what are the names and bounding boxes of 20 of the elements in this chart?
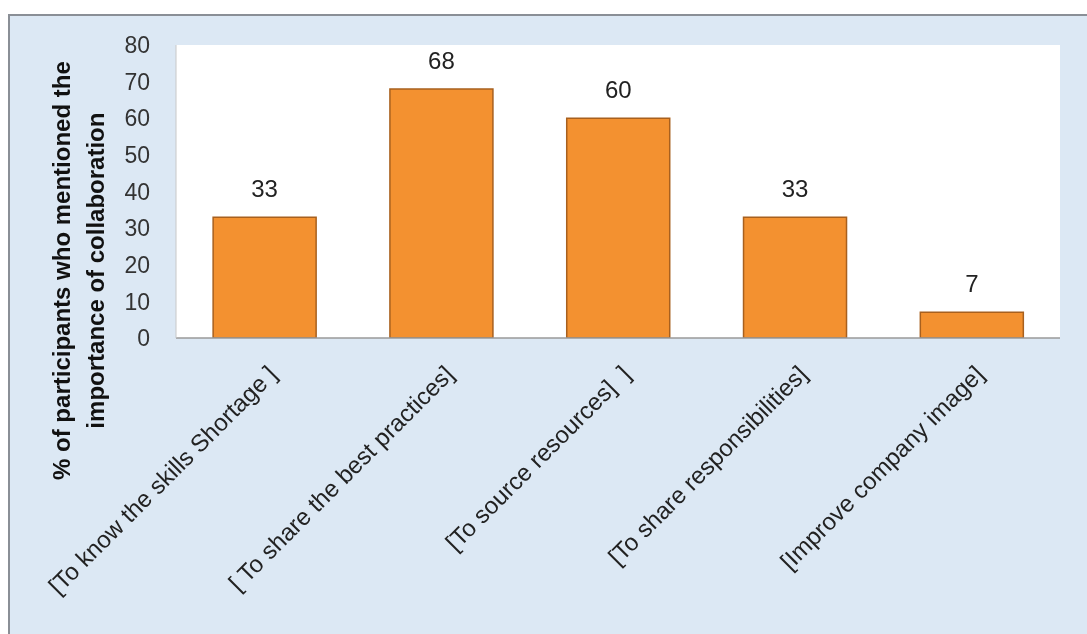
y-tick-label: 60 (124, 105, 150, 132)
bar (212, 216, 317, 338)
data-label: 68 (428, 46, 455, 74)
y-tick-label: 20 (124, 251, 150, 278)
y-tick-label: 70 (124, 68, 150, 95)
data-label: 33 (251, 175, 278, 203)
data-label: 60 (604, 76, 632, 104)
data-label: 33 (781, 175, 809, 203)
y-tick-label: 30 (124, 215, 150, 242)
bar (742, 216, 848, 338)
bar (565, 117, 671, 338)
y-axis-title: % of participants who mentioned the importance of collaboration (48, 61, 109, 480)
bar (919, 311, 1025, 338)
y-tick-label: 10 (124, 288, 150, 315)
y-tick-label: 40 (124, 178, 150, 205)
data-label: 7 (965, 270, 979, 298)
y-tick-label: 50 (124, 142, 150, 169)
bar (389, 88, 494, 338)
y-tick-label: 0 (137, 325, 150, 352)
y-tick-label: 80 (124, 32, 150, 59)
